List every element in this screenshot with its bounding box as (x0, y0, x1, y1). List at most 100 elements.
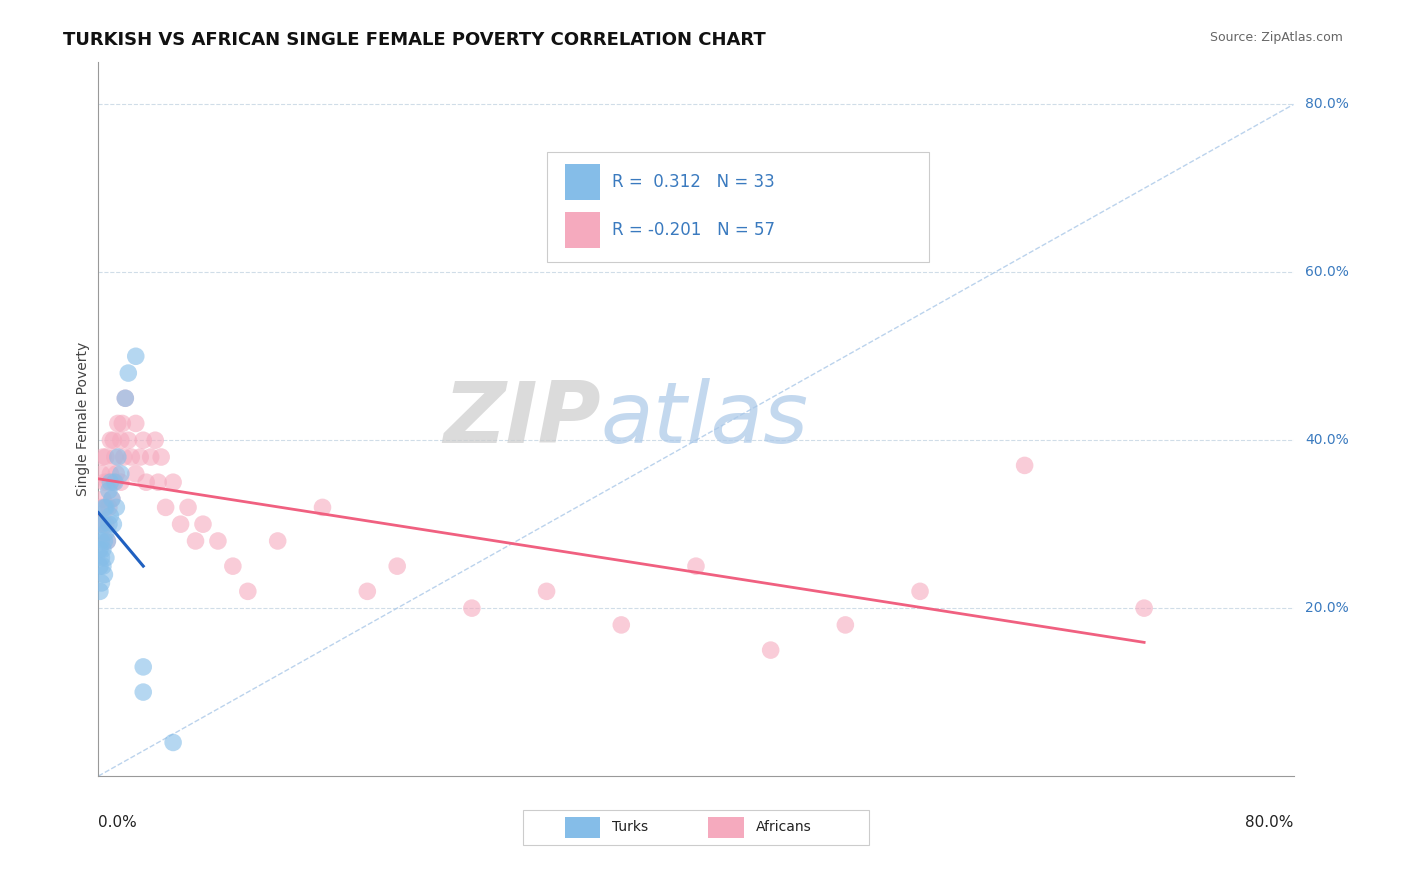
Point (94, 500, 117, 515)
Point (120, 450, 142, 464)
Point (129, 450, 152, 464)
Text: ZIP: ZIP (443, 377, 600, 461)
Text: atlas: atlas (600, 377, 808, 461)
Point (132, 434, 155, 448)
Text: 80.0%: 80.0% (1306, 97, 1350, 112)
Point (94, 550, 117, 565)
Point (191, 517, 214, 532)
Point (139, 450, 162, 464)
Point (111, 417, 134, 431)
FancyBboxPatch shape (565, 164, 600, 200)
Point (105, 467, 128, 481)
Point (117, 366, 139, 380)
Point (101, 491, 124, 506)
Point (90, 550, 112, 565)
Point (162, 735, 184, 749)
Point (155, 500, 177, 515)
Point (125, 417, 148, 431)
Point (114, 391, 136, 405)
Point (93, 500, 115, 515)
Point (114, 391, 136, 405)
Point (97, 517, 120, 532)
Point (125, 349, 148, 363)
Point (90, 517, 112, 532)
Point (91, 559, 114, 574)
Point (104, 475, 127, 490)
Point (89, 584, 111, 599)
Point (1014, 458, 1036, 473)
Point (98, 467, 122, 481)
Point (101, 491, 124, 506)
Point (103, 517, 125, 532)
Point (125, 467, 148, 481)
Point (110, 434, 132, 448)
Text: Africans: Africans (756, 821, 811, 834)
Point (93, 567, 115, 582)
FancyBboxPatch shape (547, 152, 929, 262)
Point (94, 525, 117, 540)
Point (110, 467, 132, 481)
Point (1133, 601, 1156, 615)
Point (96, 533, 118, 548)
Point (91, 491, 114, 506)
Point (117, 434, 139, 448)
Point (150, 450, 173, 464)
Point (93, 533, 115, 548)
Point (184, 533, 207, 548)
Point (110, 475, 132, 490)
Point (132, 685, 155, 699)
Point (834, 618, 856, 632)
Point (236, 584, 259, 599)
Point (98, 434, 122, 448)
Point (162, 475, 184, 490)
Point (222, 559, 245, 574)
Point (98, 475, 122, 490)
Point (103, 434, 125, 448)
Text: 0.0%: 0.0% (98, 815, 138, 830)
Point (143, 434, 166, 448)
Point (461, 601, 484, 615)
Point (536, 584, 558, 599)
Point (91, 450, 114, 464)
Y-axis label: Single Female Poverty: Single Female Poverty (76, 343, 90, 496)
Point (148, 475, 170, 490)
Text: 80.0%: 80.0% (1246, 815, 1294, 830)
Point (96, 475, 118, 490)
Point (610, 618, 633, 632)
Point (207, 533, 229, 548)
Point (91, 542, 114, 557)
Point (94, 450, 117, 464)
Point (356, 584, 378, 599)
Point (91, 517, 114, 532)
Text: Turks: Turks (613, 821, 648, 834)
Point (385, 559, 409, 574)
Point (98, 508, 122, 523)
Point (135, 475, 157, 490)
Point (685, 559, 707, 574)
Point (97, 483, 120, 498)
Point (90, 500, 112, 515)
Text: 60.0%: 60.0% (1306, 265, 1350, 279)
Point (311, 500, 333, 515)
Point (112, 450, 135, 464)
Point (89, 559, 111, 574)
Point (107, 417, 129, 431)
Text: 20.0%: 20.0% (1306, 601, 1350, 615)
Point (132, 660, 155, 674)
Point (97, 500, 120, 515)
Point (759, 643, 782, 657)
Point (94, 517, 117, 532)
Point (105, 500, 128, 515)
Text: Source: ZipAtlas.com: Source: ZipAtlas.com (1209, 31, 1343, 45)
Point (90, 576, 112, 591)
Point (90, 533, 112, 548)
Point (96, 533, 118, 548)
Point (104, 450, 127, 464)
Point (93, 475, 115, 490)
Point (103, 475, 125, 490)
Point (267, 533, 290, 548)
FancyBboxPatch shape (565, 212, 600, 248)
Text: R = -0.201   N = 57: R = -0.201 N = 57 (613, 221, 775, 239)
Text: R =  0.312   N = 33: R = 0.312 N = 33 (613, 173, 775, 191)
FancyBboxPatch shape (523, 810, 869, 846)
